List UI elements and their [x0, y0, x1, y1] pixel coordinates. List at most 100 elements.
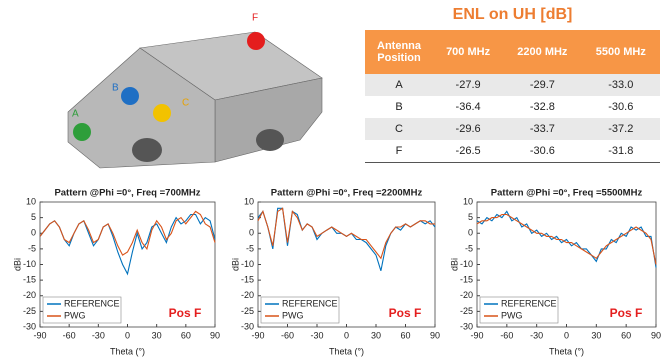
y-axis-label: dBi [449, 258, 459, 271]
annotation: Pos F [610, 306, 643, 320]
x-tick-label: -90 [33, 330, 46, 340]
x-tick-label: -60 [500, 330, 513, 340]
x-tick-label: 30 [152, 330, 162, 340]
table-cell: -30.6 [503, 140, 581, 163]
chart-title: Pattern @Phi =0°, Freq =5500MHz [491, 188, 643, 199]
table-cell: F [365, 140, 433, 163]
y-axis-label: dBi [12, 258, 22, 271]
antenna-label: C [182, 98, 189, 109]
antenna-dot [73, 123, 91, 141]
table-cell: -33.0 [582, 74, 660, 96]
table-row: A-27.9-29.7-33.0 [365, 74, 660, 96]
y-tick-label: -15 [460, 275, 473, 285]
annotation: Pos F [389, 306, 422, 320]
x-tick-label: 60 [621, 330, 631, 340]
chart-title: Pattern @Phi =0°, Freq =700MHz [54, 188, 200, 199]
table-cell: -27.9 [433, 74, 503, 96]
table-cell: -30.6 [582, 96, 660, 118]
y-tick-label: -10 [23, 259, 36, 269]
y-tick-label: -5 [246, 243, 254, 253]
y-tick-label: -15 [241, 275, 254, 285]
table-header-cell: 2200 MHz [503, 30, 581, 74]
x-tick-label: 90 [430, 330, 440, 340]
table-header-cell: 700 MHz [433, 30, 503, 74]
x-tick-label: -60 [63, 330, 76, 340]
table-cell: B [365, 96, 433, 118]
y-tick-label: -15 [23, 275, 36, 285]
car-wheel [132, 138, 162, 162]
x-tick-label: 0 [344, 330, 349, 340]
y-tick-label: 5 [31, 212, 36, 222]
y-tick-label: -25 [241, 306, 254, 316]
y-tick-label: 10 [26, 196, 36, 206]
table-cell: -37.2 [582, 118, 660, 140]
x-tick-label: -30 [310, 330, 323, 340]
y-tick-label: 10 [244, 196, 254, 206]
y-tick-label: 5 [249, 212, 254, 222]
x-tick-label: 90 [651, 330, 661, 340]
table-header-cell: 5500 MHz [582, 30, 660, 74]
page: {"figure": {"labels": ["A", "B", "C", "F… [0, 0, 663, 358]
x-axis-label: Theta (°) [549, 346, 584, 356]
legend-label: PWG [64, 310, 86, 320]
y-tick-label: -5 [28, 243, 36, 253]
x-tick-label: -60 [281, 330, 294, 340]
x-axis-label: Theta (°) [329, 346, 364, 356]
table-cell: -26.5 [433, 140, 503, 163]
antenna-label: F [252, 13, 258, 24]
table-row: F-26.5-30.6-31.8 [365, 140, 660, 163]
table-cell: C [365, 118, 433, 140]
table-cell: -31.8 [582, 140, 660, 163]
table-header-cell: Antenna Position [365, 30, 433, 74]
legend-label: REFERENCE [64, 298, 120, 308]
annotation: Pos F [169, 306, 202, 320]
antenna-label: A [72, 109, 79, 120]
table-row: C-29.6-33.7-37.2 [365, 118, 660, 140]
y-tick-label: -20 [23, 290, 36, 300]
legend-label: REFERENCE [501, 298, 557, 308]
chart-title: Pattern @Phi =0°, Freq =2200MHz [271, 188, 423, 199]
table-cell: -36.4 [433, 96, 503, 118]
table-cell: -33.7 [503, 118, 581, 140]
legend-label: PWG [501, 310, 523, 320]
y-tick-label: 0 [468, 228, 473, 238]
table-row: B-36.4-32.8-30.6 [365, 96, 660, 118]
x-axis-label: Theta (°) [110, 346, 145, 356]
x-tick-label: -30 [92, 330, 105, 340]
y-tick-label: -5 [465, 243, 473, 253]
y-tick-label: -20 [241, 290, 254, 300]
table-cell: -32.8 [503, 96, 581, 118]
x-tick-label: 30 [591, 330, 601, 340]
x-tick-label: -90 [251, 330, 264, 340]
y-tick-label: -25 [23, 306, 36, 316]
table-cell: -29.7 [503, 74, 581, 96]
x-tick-label: 30 [371, 330, 381, 340]
y-tick-label: 10 [463, 196, 473, 206]
antenna-dot [153, 104, 171, 122]
car-wheel [256, 129, 284, 151]
antenna-dot [247, 32, 265, 50]
x-tick-label: 0 [564, 330, 569, 340]
y-tick-label: -25 [460, 306, 473, 316]
legend-label: REFERENCE [282, 298, 338, 308]
x-tick-label: -30 [530, 330, 543, 340]
y-tick-label: 0 [249, 228, 254, 238]
y-tick-label: -10 [460, 259, 473, 269]
y-axis-label: dBi [230, 258, 240, 271]
table-cell: -29.6 [433, 118, 503, 140]
car: A B C F [68, 13, 322, 168]
y-tick-label: 0 [31, 228, 36, 238]
antenna-label: B [112, 83, 119, 94]
table-title: ENL on UH [dB] [365, 6, 660, 24]
x-tick-label: 90 [210, 330, 220, 340]
x-tick-label: 60 [181, 330, 191, 340]
y-tick-label: -10 [241, 259, 254, 269]
x-tick-label: -90 [470, 330, 483, 340]
antenna-dot [121, 87, 139, 105]
x-tick-label: 0 [125, 330, 130, 340]
y-tick-label: -20 [460, 290, 473, 300]
x-tick-label: 60 [400, 330, 410, 340]
legend-label: PWG [282, 310, 304, 320]
